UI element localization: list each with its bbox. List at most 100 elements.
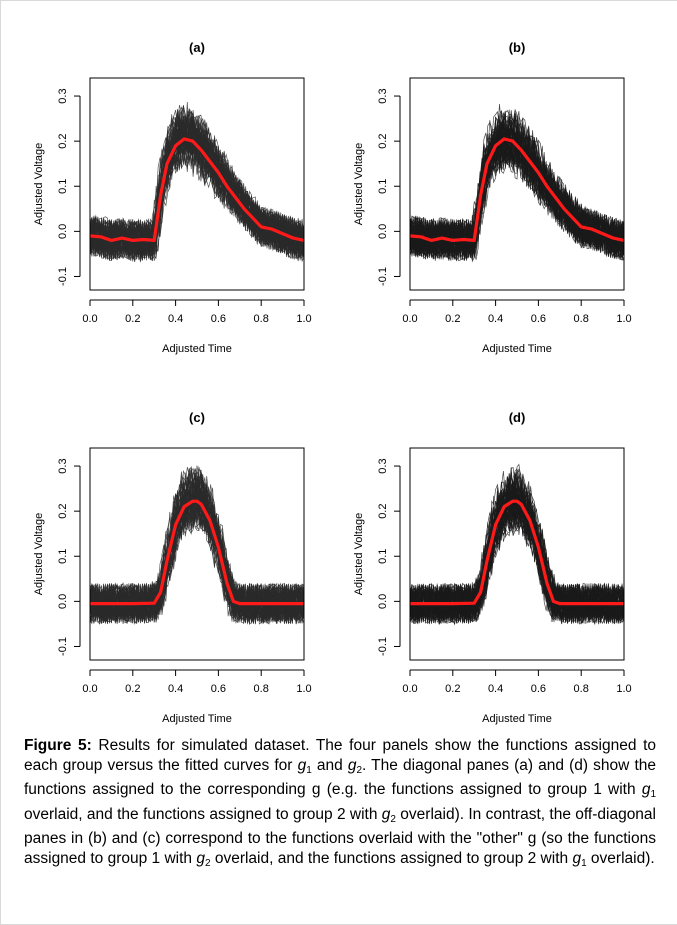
function-trace (409, 134, 625, 259)
x-tick-label: 0.4 (488, 683, 503, 695)
y-tick-label: 0.2 (57, 504, 69, 519)
caption-g1-symbol-2: g (641, 781, 651, 799)
y-tick-label: 0.2 (377, 504, 389, 519)
y-tick-label: -0.1 (377, 267, 389, 286)
y-axis: -0.1 0.0 0.1 0.2 0.3 (57, 88, 81, 286)
x-tick-label: 0.8 (574, 683, 589, 695)
function-trace (89, 119, 305, 260)
y-axis-label: Adjusted Voltage (353, 143, 365, 226)
y-tick-label: 0.0 (57, 594, 69, 609)
y-axis: -0.1 0.0 0.1 0.2 0.3 (57, 458, 81, 656)
panel-d: (d) 0.0 0.2 0.4 0.6 0.8 1.0 Adjusted Time -0.1 0.… (340, 400, 670, 730)
function-trace (409, 131, 625, 259)
y-tick-label: 0.3 (377, 88, 389, 103)
caption-text-4: overlaid). In contrast, the off-diagonal… (24, 805, 656, 867)
y-tick-label: 0.0 (377, 594, 389, 609)
x-tick-label: 0.6 (211, 313, 226, 325)
y-tick-label: 0.3 (57, 88, 69, 103)
function-trace (409, 502, 625, 624)
caption-g1-sub-3: 1 (581, 857, 587, 869)
y-axis: -0.1 0.0 0.1 0.2 0.3 (377, 458, 401, 656)
y-tick-label: 0.2 (57, 134, 69, 149)
fitted-curve (410, 499, 624, 606)
y-tick-label: 0.3 (57, 458, 69, 473)
y-axis-label: Adjusted Voltage (33, 143, 45, 226)
function-traces (409, 463, 625, 626)
x-tick-label: 0.4 (488, 313, 503, 325)
x-axis-label: Adjusted Time (482, 343, 552, 355)
x-axis: 0.0 0.2 0.4 0.6 0.8 1.0 (82, 299, 312, 325)
function-trace (409, 495, 625, 622)
caption-text-1: Results for simulated dataset. The four … (24, 737, 656, 774)
x-tick-label: 0.0 (82, 683, 97, 695)
panel-a: (a) 0.0 0.2 0.4 0.6 0.8 1.0 Adjusted Time -0.1 0.… (20, 30, 350, 360)
x-tick-label: 0.4 (168, 683, 183, 695)
chart-title: (a) (189, 40, 205, 55)
chart-b: (b) 0.0 0.2 0.4 0.6 0.8 1.0 Adjusted Time -0.1 0.… (353, 40, 632, 355)
plot-frame (409, 447, 625, 661)
caption-text-3: overlaid, and the functions assigned to … (24, 805, 382, 823)
x-tick-label: 0.2 (125, 683, 140, 695)
caption-g1-sub-2: 1 (650, 789, 656, 801)
y-axis-label: Adjusted Voltage (353, 513, 365, 596)
plot-frame (89, 447, 305, 661)
panel-c: (c) 0.0 0.2 0.4 0.6 0.8 1.0 Adjusted Time -0.1 0.… (20, 400, 350, 730)
fitted-curve (89, 137, 305, 242)
x-tick-label: 0.0 (82, 313, 97, 325)
function-trace (89, 493, 305, 625)
chart-a: (a) 0.0 0.2 0.4 0.6 0.8 1.0 Adjusted Time -0.1 0.… (33, 40, 312, 355)
y-tick-label: 0.0 (377, 224, 389, 239)
x-tick-label: 0.6 (531, 313, 546, 325)
y-tick-label: 0.3 (377, 458, 389, 473)
caption-and: and (311, 756, 348, 774)
x-axis-label: Adjusted Time (482, 713, 552, 725)
x-tick-label: 0.6 (531, 683, 546, 695)
x-tick-label: 1.0 (296, 313, 311, 325)
y-tick-label: 0.1 (377, 179, 389, 194)
x-axis: 0.0 0.2 0.4 0.6 0.8 1.0 (82, 669, 312, 695)
x-tick-label: 0.8 (574, 313, 589, 325)
y-tick-label: 0.1 (57, 179, 69, 194)
x-tick-label: 0.0 (402, 313, 417, 325)
y-tick-label: -0.1 (57, 637, 69, 656)
caption-g1-sub: 1 (306, 764, 312, 776)
x-tick-label: 0.2 (445, 683, 460, 695)
function-traces (89, 465, 305, 625)
y-axis: -0.1 0.0 0.1 0.2 0.3 (377, 88, 401, 286)
x-axis: 0.0 0.2 0.4 0.6 0.8 1.0 (402, 669, 632, 695)
caption-text-6: overlaid). (586, 849, 655, 867)
panel-b: (b) 0.0 0.2 0.4 0.6 0.8 1.0 Adjusted Time -0.1 0.… (340, 30, 670, 360)
x-axis-label: Adjusted Time (162, 343, 232, 355)
y-tick-label: 0.1 (57, 549, 69, 564)
figure-caption: Figure 5: Results for simulated dataset.… (24, 736, 656, 874)
x-tick-label: 0.8 (254, 683, 269, 695)
fitted-curve (409, 137, 625, 242)
y-tick-label: -0.1 (377, 637, 389, 656)
x-tick-label: 0.4 (168, 313, 183, 325)
caption-g2-sub: 2 (356, 764, 363, 776)
plot-frame (409, 77, 625, 291)
x-tick-label: 1.0 (296, 683, 311, 695)
y-tick-label: 0.1 (377, 549, 389, 564)
plot-frame (89, 77, 305, 291)
caption-g2-symbol-2: g (381, 805, 391, 823)
chart-title: (d) (509, 410, 526, 425)
y-tick-label: -0.1 (57, 267, 69, 286)
caption-g2-sub-2: 2 (390, 813, 396, 825)
caption-g2-symbol: g (347, 756, 357, 774)
chart-d: (d) 0.0 0.2 0.4 0.6 0.8 1.0 Adjusted Time -0.1 0.… (353, 410, 632, 725)
chart-c: (c) 0.0 0.2 0.4 0.6 0.8 1.0 Adjusted Time -0.1 0.… (33, 410, 312, 725)
x-axis: 0.0 0.2 0.4 0.6 0.8 1.0 (402, 299, 632, 325)
x-tick-label: 0.6 (211, 683, 226, 695)
y-tick-label: 0.0 (57, 224, 69, 239)
y-tick-label: 0.2 (377, 134, 389, 149)
x-axis-label: Adjusted Time (162, 713, 232, 725)
x-tick-label: 0.2 (125, 313, 140, 325)
fitted-curve (90, 499, 304, 606)
caption-text-5: overlaid, and the functions assigned to … (210, 849, 573, 867)
x-tick-label: 1.0 (616, 313, 631, 325)
x-tick-label: 0.0 (402, 683, 417, 695)
x-tick-label: 1.0 (616, 683, 631, 695)
caption-g2-symbol-3: g (196, 849, 205, 867)
chart-title: (c) (189, 410, 205, 425)
